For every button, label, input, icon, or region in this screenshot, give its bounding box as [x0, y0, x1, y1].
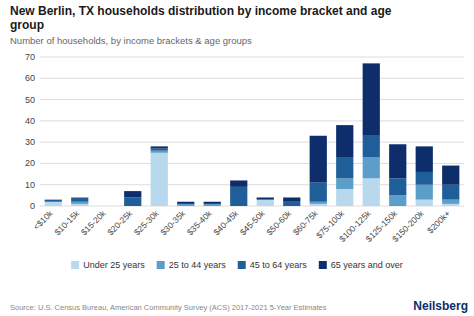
legend-swatch [71, 261, 79, 269]
bar-segment [416, 146, 433, 172]
legend: Under 25 years 25 to 44 years 45 to 64 yea… [71, 260, 403, 270]
bar-segment [71, 197, 88, 198]
bar-segment [230, 180, 247, 186]
title: New Berlin, TX households distribution b… [10, 4, 392, 32]
bar-segment [177, 202, 194, 204]
bar-segment [442, 185, 459, 200]
bar-segment [98, 206, 115, 207]
legend-swatch [157, 261, 165, 269]
x-tick-label: $25-30k [132, 208, 161, 237]
x-tick-label: $35-40k [185, 208, 214, 237]
bar-segment [336, 189, 353, 206]
grid-line [40, 99, 464, 100]
bar-segment [336, 157, 353, 178]
bar-segment [283, 202, 300, 206]
bar-segment [257, 197, 274, 199]
x-tick-label: $20-25k [105, 208, 134, 237]
legend-label: Under 25 years [83, 260, 145, 270]
bar-segment [310, 204, 327, 206]
branding: Neilsberg [413, 299, 468, 313]
bar-segment [310, 183, 327, 202]
x-tick-label: $45-50k [238, 208, 267, 237]
bar-segment [124, 197, 141, 206]
bar-segment [416, 172, 433, 185]
legend-label: 65 years and over [331, 260, 403, 270]
bar-segment [98, 206, 115, 207]
bar-segment [310, 202, 327, 204]
bar-segment [45, 199, 62, 200]
bar-segment [363, 136, 380, 157]
y-tick-label: 40 [25, 116, 35, 126]
bars [45, 63, 460, 206]
grid-line [40, 142, 464, 143]
x-tick-label: $15-20k [79, 208, 108, 237]
bar-segment [336, 178, 353, 189]
bar-segment [363, 157, 380, 178]
y-tick-label: 30 [25, 137, 35, 147]
bar-segment [442, 200, 459, 204]
bar-segment [124, 191, 141, 197]
bar-segment [71, 202, 88, 204]
bar-segment [98, 206, 115, 207]
bar-segment [151, 153, 168, 206]
bar-segment [151, 146, 168, 148]
legend-item: Under 25 years [71, 260, 145, 270]
bar-segment [389, 178, 406, 195]
bar-segment [204, 202, 221, 204]
legend-swatch [238, 261, 246, 269]
subtitle: Number of households, by income brackets… [10, 35, 252, 46]
bar-segment [71, 197, 88, 201]
y-tick-label: 60 [25, 73, 35, 83]
y-tick-label: 0 [30, 201, 35, 211]
x-axis: <$10k$10-15k$15-20k$20-25k$25-30k$30-35k… [31, 208, 452, 244]
bar-segment [363, 178, 380, 206]
bar-segment [283, 197, 300, 201]
y-tick-label: 20 [25, 158, 35, 168]
bar-segment [98, 206, 115, 207]
x-tick-label: $50-60k [264, 208, 293, 237]
bar-segment [257, 200, 274, 206]
bar-segment [71, 204, 88, 206]
bar-segment [45, 202, 62, 206]
y-tick-label: 50 [25, 95, 35, 105]
grid-line [40, 57, 464, 58]
legend-swatch [319, 261, 327, 269]
bar-segment [442, 204, 459, 206]
x-tick-label: $40-45k [211, 208, 240, 237]
bar-segment [151, 149, 168, 151]
legend-item: 65 years and over [319, 260, 403, 270]
bar-segment [363, 63, 380, 135]
x-tick-label: $10-15k [52, 208, 81, 237]
bar-segment [177, 204, 194, 206]
y-tick-label: 70 [25, 52, 35, 62]
legend-label: 45 to 64 years [250, 260, 308, 270]
bar-segment [204, 204, 221, 206]
bar-segment [336, 125, 353, 157]
bar-segment [45, 200, 62, 202]
bar-segment [310, 136, 327, 183]
bar-segment [389, 195, 406, 206]
x-tick-label: $200k+ [425, 208, 452, 235]
source: Source: U.S. Census Bureau, American Com… [10, 303, 327, 312]
y-tick-label: 10 [25, 180, 35, 190]
x-tick-label: $30-35k [158, 208, 187, 237]
bar-segment [230, 187, 247, 206]
legend-label: 25 to 44 years [169, 260, 227, 270]
chart: New Berlin, TX households distribution b… [0, 0, 474, 316]
grid-line [40, 78, 464, 79]
grid-line [40, 120, 464, 121]
y-axis: 0 10 20 30 40 50 60 70 [25, 52, 464, 211]
bar-segment [416, 185, 433, 200]
x-tick-label: <$10k [31, 208, 55, 232]
bar-segment [151, 151, 168, 153]
bar-segment [416, 200, 433, 206]
bar-segment [389, 144, 406, 178]
legend-item: 25 to 44 years [157, 260, 227, 270]
bar-segment [442, 166, 459, 185]
x-tick-label: $150-200k [390, 208, 426, 244]
legend-item: 45 to 64 years [238, 260, 308, 270]
